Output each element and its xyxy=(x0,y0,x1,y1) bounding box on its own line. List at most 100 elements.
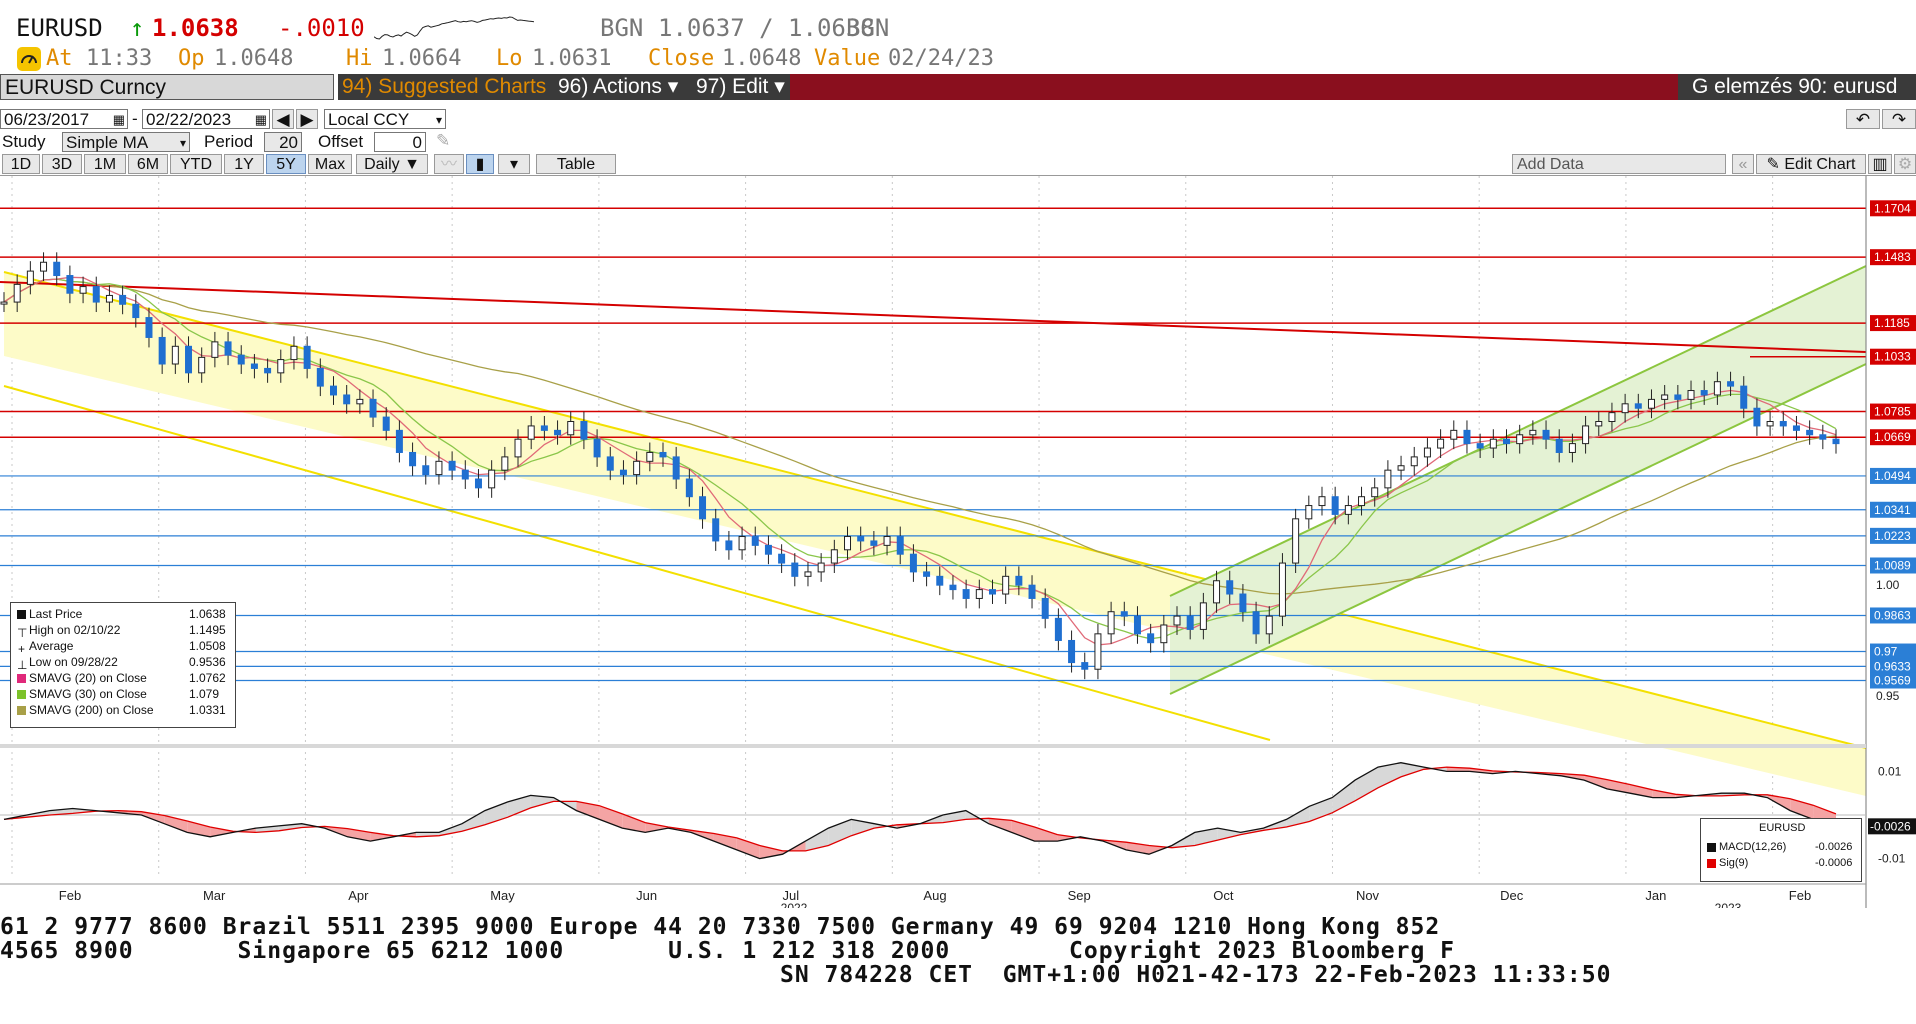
candle-body xyxy=(567,421,575,436)
candle-body xyxy=(395,429,403,453)
candle-body xyxy=(580,421,588,440)
chart-type-dropdown[interactable]: ▾ xyxy=(498,154,530,174)
candle-body xyxy=(1199,602,1207,630)
legend-sma20-value: 1.0762 xyxy=(189,671,226,685)
candle-body xyxy=(435,460,443,476)
month-label: Feb xyxy=(59,888,81,903)
candle-body xyxy=(725,540,733,551)
price-tag xyxy=(1870,467,1916,484)
macd-histogram-band xyxy=(1217,828,1241,841)
offset-field[interactable]: 0 xyxy=(374,132,426,152)
legend-low: ⊥ Low on 09/28/22 xyxy=(17,655,118,673)
candle-body xyxy=(119,294,127,305)
legend-sma200-value: 1.0331 xyxy=(189,703,226,717)
macd-legend-signal-value: -0.0006 xyxy=(1815,857,1853,869)
chart-icon[interactable]: ▥ xyxy=(1868,154,1892,174)
candle-chart-icon[interactable]: ▮ xyxy=(466,154,494,174)
actions-menu[interactable]: 96) Actions ▾ xyxy=(554,74,692,100)
frequency-select[interactable]: Daily ▼ xyxy=(356,154,428,174)
range-max-button[interactable]: Max xyxy=(308,154,352,174)
price-tag-label: 0.9633 xyxy=(1874,659,1911,673)
line-chart-icon[interactable]: 〰 xyxy=(434,154,464,174)
collapse-icon[interactable]: « xyxy=(1732,154,1754,174)
candle-body xyxy=(382,416,390,431)
gear-icon[interactable]: ⚙ xyxy=(1894,154,1916,174)
legend-average-value: 1.0508 xyxy=(189,639,226,653)
candle-body xyxy=(211,341,219,358)
macd-histogram-band xyxy=(828,819,852,846)
candle-body xyxy=(857,536,865,542)
candle-body xyxy=(1516,434,1524,445)
add-data-field[interactable]: Add Data xyxy=(1512,154,1726,174)
gauge-icon[interactable] xyxy=(16,46,42,72)
edit-chart-button[interactable]: ✎ Edit Chart xyxy=(1756,154,1866,174)
price-tag-label: 1.1704 xyxy=(1874,201,1911,215)
study-select[interactable]: Simple MA ▾ xyxy=(62,132,190,152)
up-arrow-icon: ↑ xyxy=(130,14,145,42)
month-axis: Feb Mar Apr May Jun Jul Aug Sep Oct Nov Dec Jan Feb 2… xyxy=(0,883,1866,908)
long-trendline xyxy=(0,281,1867,353)
price-tag xyxy=(1870,315,1916,332)
candle-body xyxy=(329,385,337,396)
chart-title: G elemzés 90: eurusd xyxy=(1678,74,1916,100)
range-1y-button[interactable]: 1Y xyxy=(224,154,264,174)
start-date-field[interactable]: 06/23/2017 ▦ xyxy=(0,109,128,129)
redo-button[interactable]: ↷ xyxy=(1882,109,1916,129)
table-button[interactable]: Table xyxy=(536,154,616,174)
bid-ask: 1.0637 / 1.0638 xyxy=(658,14,875,42)
range-1d-button[interactable]: 1D xyxy=(2,154,40,174)
month-label: Mar xyxy=(203,888,226,903)
scroll-left-button[interactable]: ◀ xyxy=(272,109,294,129)
undo-button[interactable]: ↶ xyxy=(1846,109,1880,129)
candle-body xyxy=(198,356,206,374)
range-5y-button[interactable]: 5Y xyxy=(266,154,306,174)
currency-select[interactable]: Local CCY ▾ xyxy=(324,109,446,129)
candle-body xyxy=(1318,496,1326,507)
pencil-icon: ✎ xyxy=(1766,156,1785,173)
candle-body xyxy=(1213,580,1221,604)
end-date-field[interactable]: 02/22/2023 ▦ xyxy=(142,109,270,129)
price-tag xyxy=(1870,249,1916,266)
candle-body xyxy=(936,575,944,586)
candle-body xyxy=(817,562,825,573)
candle-body xyxy=(1292,518,1300,564)
macd-histogram-band xyxy=(645,822,669,833)
price-tag xyxy=(1870,607,1916,624)
period-field[interactable]: 20 xyxy=(264,132,302,152)
range-3d-button[interactable]: 3D xyxy=(42,154,82,174)
edit-menu[interactable]: 97) Edit ▾ xyxy=(692,74,792,100)
macd-histogram-band xyxy=(1034,826,1058,842)
range-1m-button[interactable]: 1M xyxy=(84,154,126,174)
low-label: Lo xyxy=(496,46,523,71)
range-ytd-button[interactable]: YTD xyxy=(170,154,222,174)
suggested-charts-button[interactable]: 94) Suggested Charts xyxy=(338,74,554,100)
candle-body xyxy=(1713,381,1721,396)
rising-channel-upper xyxy=(1169,265,1867,597)
price-chart[interactable]: 1.1704 1.1483 1.1185 1.1033 1.0785 1.0669 1.04… xyxy=(0,176,1916,908)
security-field[interactable]: EURUSD Curncy xyxy=(0,74,334,100)
range-6m-button[interactable]: 6M xyxy=(128,154,168,174)
candle-body xyxy=(1582,425,1590,445)
price-tag xyxy=(1870,658,1916,675)
candle-body xyxy=(369,398,377,418)
ticker-line-3: SN 784228 CET GMT+1:00 H021-42-173 22-Fe… xyxy=(780,962,1612,988)
candle-body xyxy=(1094,633,1102,670)
pencil-icon[interactable]: ✎ xyxy=(436,131,451,150)
candle-body xyxy=(1054,617,1062,641)
candle-body xyxy=(1371,487,1379,498)
candle-body xyxy=(250,363,258,369)
value-label: Value xyxy=(814,46,881,71)
candle-body xyxy=(1568,443,1576,453)
period-label: Period xyxy=(204,132,254,151)
candle-body xyxy=(778,553,786,564)
candle-body xyxy=(474,478,482,489)
low-value: 1.0631 xyxy=(532,46,612,71)
macd-legend-macd-value: -0.0026 xyxy=(1815,841,1853,853)
scroll-right-button[interactable]: ▶ xyxy=(296,109,318,129)
candle-body xyxy=(66,275,74,294)
legend-high-value: 1.1495 xyxy=(189,623,226,637)
month-label: Nov xyxy=(1356,888,1380,903)
macd-histogram-band xyxy=(210,826,233,837)
price-tag-label: 0.9569 xyxy=(1874,674,1911,688)
macd-histogram-band xyxy=(72,808,96,814)
